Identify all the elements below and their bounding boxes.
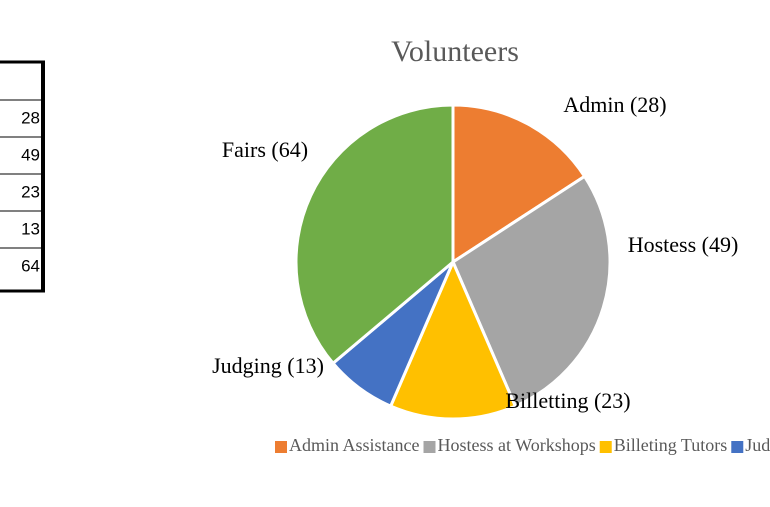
- legend-swatch: [731, 441, 744, 453]
- legend-label: Admin Assistance: [289, 435, 420, 455]
- pie-slice: [294, 103, 455, 366]
- data-label: Billetting (23): [505, 388, 630, 413]
- legend-swatch: [599, 441, 612, 453]
- sheet-table: 28 49 23 13 64: [0, 0, 45, 507]
- pie-slice: [451, 174, 612, 409]
- table-bg: [0, 0, 44, 507]
- data-label: Hostess (49): [628, 232, 739, 257]
- pie-slice: [388, 258, 518, 421]
- legend-swatch: [275, 441, 287, 453]
- legend-swatch: [423, 441, 436, 453]
- table-cell: 13: [21, 219, 40, 238]
- pie-slice: [451, 103, 587, 265]
- table-cell: 23: [21, 182, 40, 201]
- data-label: Judging (13): [212, 353, 324, 378]
- table-cell: 64: [21, 256, 40, 275]
- table-cell: 49: [21, 145, 40, 164]
- legend-label: Judgi: [745, 435, 770, 455]
- legend-label: Billeting Tutors: [614, 435, 728, 455]
- data-label: Admin (28): [563, 92, 666, 117]
- legend-label: Hostess at Workshops: [438, 435, 596, 455]
- chart-title: Volunteers: [391, 35, 519, 68]
- data-label: Fairs (64): [222, 137, 308, 162]
- table-cell: 28: [21, 108, 40, 127]
